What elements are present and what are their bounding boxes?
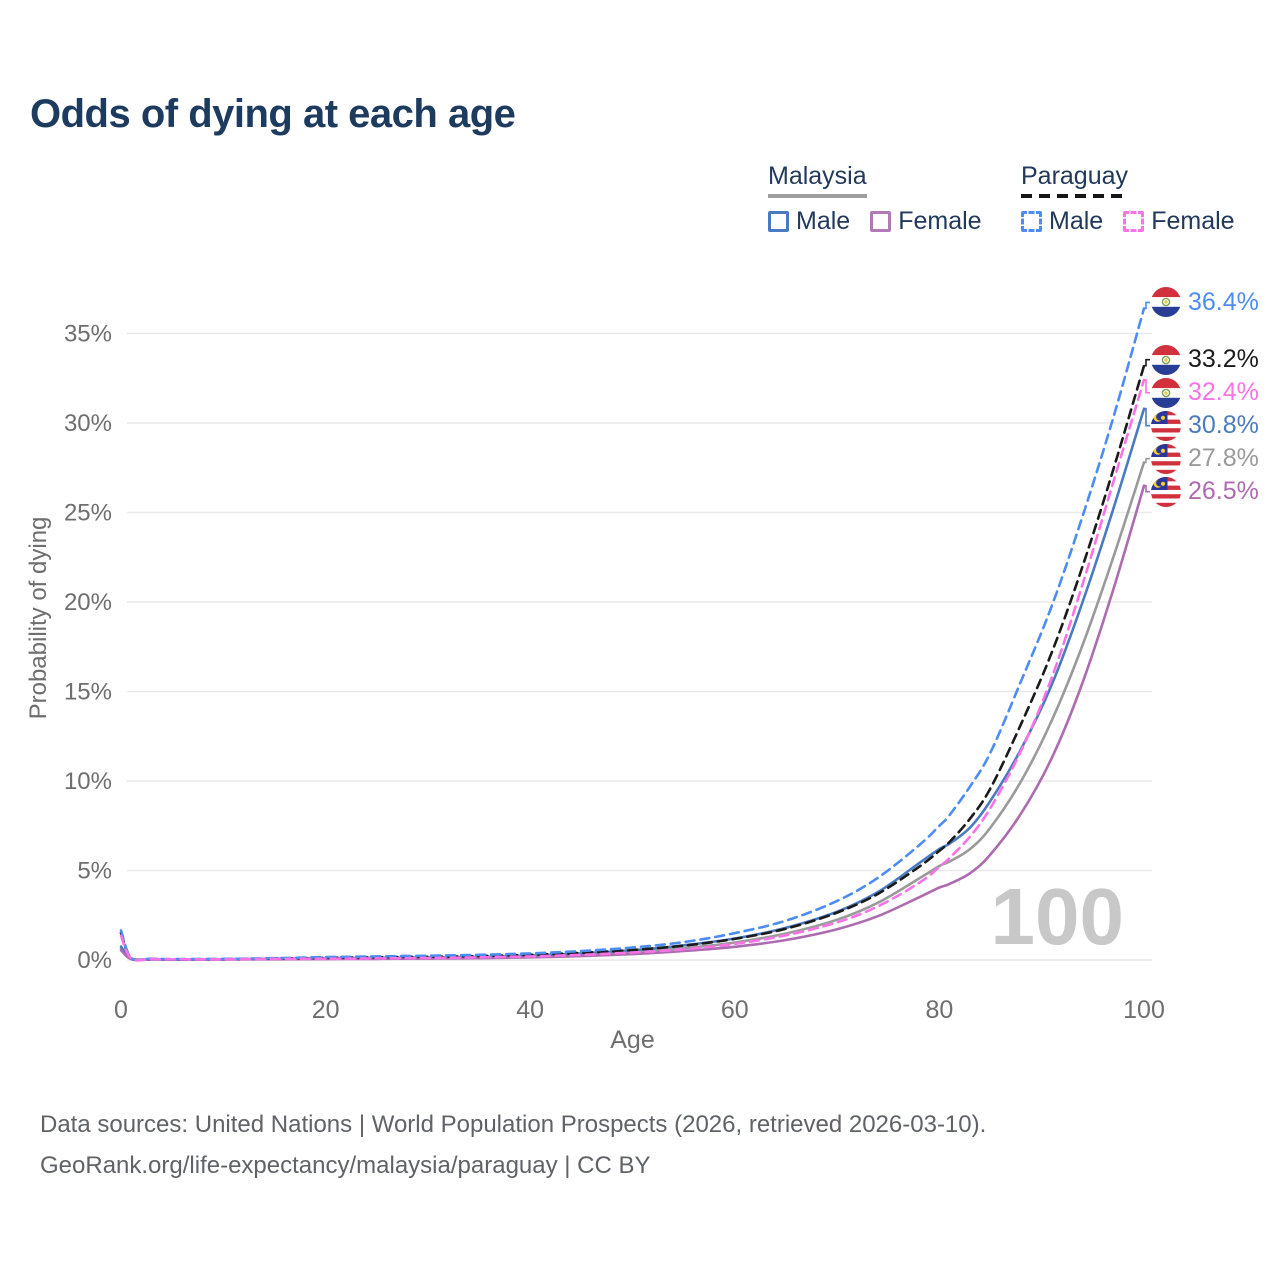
legend-item-label: Male (1049, 207, 1104, 235)
legend-underline-solid (768, 194, 867, 198)
line-paraguay-female[interactable] (119, 378, 1146, 962)
end-label-malaysia-male: 30.8% (1151, 410, 1259, 441)
flag-paraguay-icon (1151, 344, 1181, 375)
age-watermark: 100 (991, 872, 1124, 961)
legend-country-label: Paraguay (1021, 162, 1129, 190)
y-tick-label: 5% (77, 858, 112, 885)
y-axis-title: Probability of dying (25, 517, 52, 720)
leader-line-malaysia-total (1144, 457, 1150, 464)
end-label-paraguay-female: 32.4% (1151, 377, 1259, 408)
y-tick-label: 10% (64, 768, 112, 795)
end-label-malaysia-total: 27.8% (1151, 443, 1259, 474)
legend-items-malaysia: Male Female (768, 207, 982, 236)
legend-series-paraguay[interactable]: Paraguay (1021, 162, 1129, 198)
y-tick-label: 25% (64, 500, 112, 527)
leader-line-malaysia-male (1144, 407, 1150, 427)
footer: Data sources: United Nations | World Pop… (40, 1104, 986, 1186)
x-tick-label: 60 (721, 996, 749, 1024)
legend-item-paraguay-male[interactable]: Male (1021, 207, 1103, 236)
legend-country-label: Malaysia (768, 162, 867, 190)
legend-item-label: Female (898, 207, 982, 235)
flag-malaysia-icon (1151, 410, 1181, 441)
x-tick-label: 100 (1123, 996, 1165, 1024)
x-tick-label: 40 (516, 996, 544, 1024)
y-tick-label: 20% (64, 589, 112, 616)
legend-item-label: Male (796, 207, 851, 235)
line-paraguay-male[interactable] (119, 307, 1146, 962)
legend-item-malaysia-female[interactable]: Female (870, 207, 982, 236)
legend-checkbox-malaysia-male-icon[interactable] (768, 211, 789, 232)
end-label-malaysia-female: 26.5% (1151, 476, 1259, 507)
legend-series-malaysia[interactable]: Malaysia (768, 162, 867, 198)
end-label-value: 36.4% (1188, 287, 1259, 316)
end-label-value: 30.8% (1188, 411, 1259, 440)
end-label-value: 26.5% (1188, 477, 1259, 506)
legend-item-paraguay-female[interactable]: Female (1123, 207, 1235, 236)
end-label-value: 33.2% (1188, 345, 1259, 374)
flag-paraguay-icon (1151, 377, 1181, 408)
legend-checkbox-paraguay-male-icon[interactable] (1021, 211, 1042, 232)
chart-title: Odds of dying at each age (30, 92, 516, 136)
flag-malaysia-icon (1151, 476, 1181, 507)
legend-item-label: Female (1151, 207, 1235, 235)
legend-group-malaysia: Malaysia Male Female (768, 162, 982, 236)
legend-items-paraguay: Male Female (1021, 207, 1235, 236)
end-label-value: 27.8% (1188, 444, 1259, 473)
leader-line-paraguay-female (1144, 379, 1150, 394)
flag-malaysia-icon (1151, 443, 1181, 474)
legend-checkbox-malaysia-female-icon[interactable] (870, 211, 892, 232)
end-label-paraguay-male: 36.4% (1151, 287, 1259, 318)
leader-line-paraguay-total (1144, 358, 1150, 367)
y-tick-label: 0% (77, 947, 112, 974)
end-label-value: 32.4% (1188, 378, 1259, 407)
x-tick-label: 20 (312, 996, 340, 1024)
legend-item-malaysia-male[interactable]: Male (768, 207, 850, 236)
x-tick-label: 0 (114, 996, 128, 1024)
footer-attribution: GeoRank.org/life-expectancy/malaysia/par… (40, 1152, 651, 1179)
flag-paraguay-icon (1151, 287, 1181, 318)
x-axis-title: Age (610, 1026, 654, 1054)
x-tick-label: 80 (925, 996, 953, 1024)
y-tick-label: 35% (64, 321, 112, 348)
legend-group-paraguay: Paraguay Male Female (1021, 162, 1235, 236)
y-tick-label: 30% (64, 410, 112, 437)
footer-data-sources: Data sources: United Nations | World Pop… (40, 1111, 987, 1138)
legend-checkbox-paraguay-female-icon[interactable] (1123, 211, 1145, 232)
legend-underline-dashed (1021, 194, 1129, 198)
y-tick-label: 15% (64, 679, 112, 706)
leader-line-paraguay-male (1144, 301, 1150, 310)
leader-line-malaysia-female (1144, 484, 1150, 493)
end-label-paraguay-total: 33.2% (1151, 344, 1259, 375)
